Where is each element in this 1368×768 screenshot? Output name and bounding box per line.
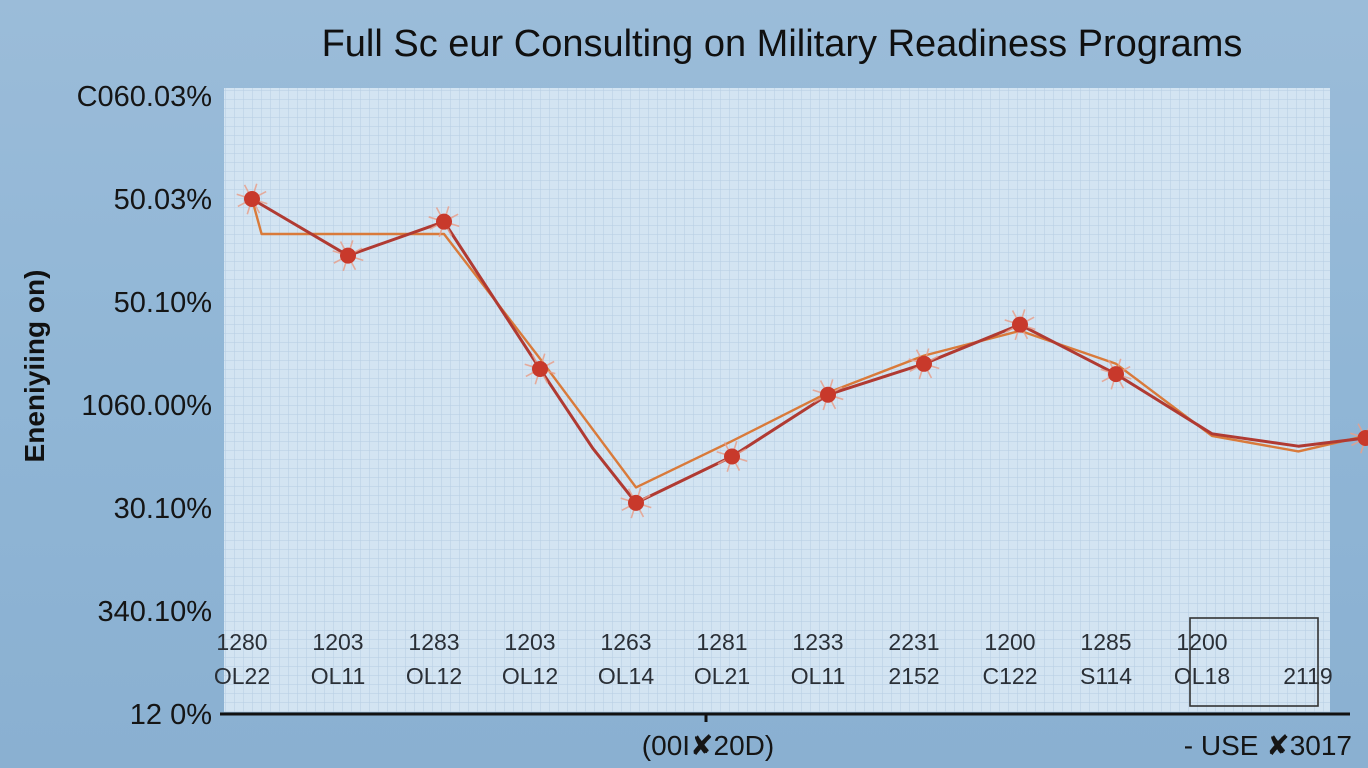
x-tick-label-sub: OL12	[406, 663, 462, 689]
data-point	[236, 183, 268, 215]
y-tick-label: 50.10%	[114, 287, 212, 319]
data-point-marker	[436, 213, 452, 230]
x-tick-label-code: 1203	[312, 629, 363, 655]
series-layer	[236, 183, 1368, 519]
y-axis-label: Eneniyiing on)	[19, 270, 50, 463]
data-point-marker	[340, 247, 356, 264]
x-tick-label-sub: OL12	[502, 663, 558, 689]
x-tick-label-sub: OL11	[791, 663, 846, 689]
x-tick-label-code: 1283	[408, 629, 459, 655]
y-tick-label: 50.03%	[114, 184, 212, 216]
x-tick-label-code: 1280	[216, 629, 267, 655]
x-tick-label-sub: OL14	[598, 663, 654, 689]
data-point	[812, 379, 844, 411]
data-point	[524, 353, 556, 385]
data-point-marker	[820, 386, 836, 403]
y-tick-label: 30.10%	[114, 493, 212, 525]
plot-area	[224, 88, 1330, 712]
x-tick-label-sub: OL18	[1174, 663, 1230, 689]
x-tick-label-code: 2231	[888, 629, 939, 655]
x-tick-label-code: 1233	[792, 629, 843, 655]
data-point	[428, 206, 460, 238]
x-tick-label-code: 1281	[696, 629, 747, 655]
data-point-marker	[1357, 429, 1368, 446]
data-point	[908, 348, 940, 380]
data-point-marker	[1108, 366, 1124, 383]
data-point-marker	[916, 355, 932, 372]
x-axis-ticks: 1280 OL22 1203 OL11 1283 OL12 1203 OL12 1263 OL14…	[214, 629, 1333, 689]
y-tick-label: 340.10%	[98, 596, 213, 628]
y-tick-label: 12 0%	[130, 699, 212, 731]
chart-title: Full Sc eur Consulting on Military Readi…	[322, 23, 1243, 65]
x-axis-label: (00I✘20D)	[642, 730, 774, 761]
data-point	[620, 487, 652, 519]
data-point	[1350, 423, 1368, 454]
x-tick-label-sub: C122	[983, 663, 1038, 689]
x-tick-label-sub: 2152	[888, 663, 939, 689]
x-tick-label-code: 1200	[984, 629, 1035, 655]
data-point-marker	[532, 360, 548, 377]
data-point-marker	[1012, 316, 1028, 333]
data-point-marker	[244, 191, 260, 207]
data-point	[716, 440, 748, 473]
x-tick-label-sub: S114	[1080, 663, 1132, 689]
series-line-primary	[250, 197, 1368, 505]
y-tick-label: C060.03%	[77, 81, 212, 113]
x-tick-label-code: 1263	[600, 629, 651, 655]
data-point	[1004, 309, 1036, 341]
data-point-marker	[724, 448, 740, 465]
x-tick-label-sub: OL21	[694, 663, 750, 689]
legend-box	[1189, 617, 1319, 707]
data-point-marker	[628, 494, 644, 511]
x-tick-label-code: 1203	[504, 629, 555, 655]
x-tick-label-sub: OL11	[311, 663, 366, 689]
y-tick-label: 1060.00%	[81, 390, 212, 422]
data-point	[332, 240, 364, 272]
data-point	[1100, 358, 1132, 390]
corner-label: - USE ✘3017	[1184, 730, 1352, 761]
x-tick-label-code: 1200	[1176, 629, 1227, 655]
x-tick-label-sub: 2119	[1283, 663, 1332, 689]
x-tick-label-sub: OL22	[214, 663, 270, 689]
y-axis-ticks: C060.03% 50.03% 50.10% 1060.00% 30.10% 340.10…	[77, 81, 212, 731]
x-tick-label-code: 1285	[1080, 629, 1131, 655]
